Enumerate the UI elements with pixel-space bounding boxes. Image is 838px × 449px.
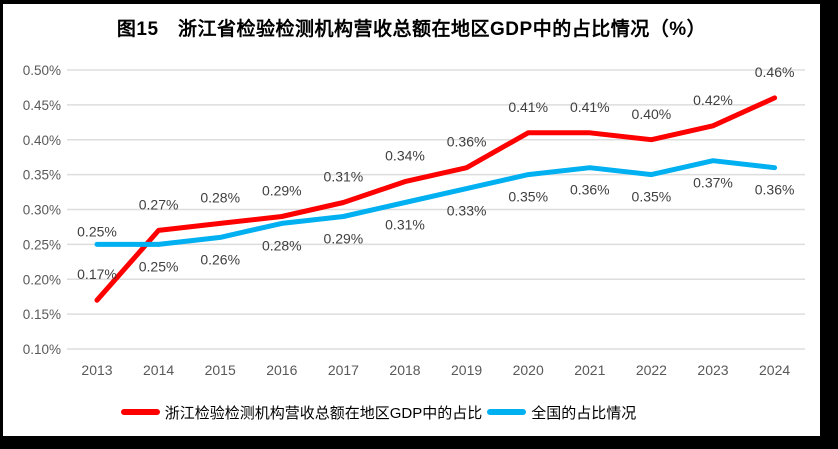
chart-frame: 0.10% 0.15% 0.20% 0.25% 0.30% 0.35% 0.40% 0.45%… — [3, 4, 820, 436]
y-tick-label: 0.40% — [23, 133, 61, 148]
legend-label-national: 全国的占比情况 — [531, 404, 637, 422]
data-label-s0: 0.41% — [508, 99, 548, 115]
series-line-0 — [94, 95, 778, 303]
data-label-s0: 0.41% — [570, 99, 610, 115]
chart-legend: 浙江检验检测机构营收总额在地区GDP中的占比 全国的占比情况 — [3, 401, 820, 423]
data-label-s0: 0.28% — [200, 189, 240, 205]
legend-label-zhejiang: 浙江检验检测机构营收总额在地区GDP中的占比 — [164, 404, 483, 422]
data-label-s1: 0.35% — [508, 189, 548, 205]
data-label-s1: 0.36% — [570, 182, 610, 198]
y-tick-label: 0.50% — [23, 63, 61, 78]
y-tick-label: 0.45% — [23, 98, 61, 113]
data-label-s0: 0.34% — [385, 148, 425, 164]
data-label-s0: 0.40% — [632, 106, 672, 122]
legend-item-zhejiang: 浙江检验检测机构营收总额在地区GDP中的占比 — [120, 402, 483, 423]
data-label-s1: 0.28% — [262, 237, 302, 253]
series-line-1 — [94, 158, 778, 247]
y-tick-label: 0.15% — [23, 307, 61, 322]
data-label-s1: 0.29% — [324, 230, 364, 246]
y-tick-label: 0.25% — [23, 237, 61, 252]
data-label-s1: 0.35% — [632, 189, 672, 205]
x-tick-label: 2016 — [266, 362, 297, 378]
x-tick-label: 2017 — [328, 362, 359, 378]
data-label-s1: 0.31% — [385, 217, 425, 233]
legend-line-swatch-blue — [487, 409, 527, 415]
y-tick-label: 0.20% — [23, 272, 61, 287]
x-tick-label: 2023 — [697, 362, 728, 378]
data-label-s1: 0.25% — [139, 258, 179, 274]
x-tick-label: 2015 — [205, 362, 236, 378]
legend-item-national: 全国的占比情况 — [487, 402, 636, 423]
y-tick-label: 0.30% — [23, 203, 61, 218]
data-label-s0: 0.42% — [693, 92, 733, 108]
data-label-s1: 0.26% — [200, 251, 240, 267]
data-label-s0: 0.46% — [755, 64, 795, 80]
x-tick-label: 2018 — [389, 362, 420, 378]
x-tick-label: 2014 — [143, 362, 174, 378]
x-tick-label: 2022 — [636, 362, 667, 378]
data-label-s0: 0.29% — [262, 182, 302, 198]
data-label-s0: 0.31% — [324, 169, 364, 185]
data-label-s1: 0.25% — [77, 223, 117, 239]
legend-line-swatch-red — [120, 409, 160, 415]
data-label-s1: 0.37% — [693, 175, 733, 191]
x-tick-label: 2019 — [451, 362, 482, 378]
x-tick-label: 2013 — [81, 362, 112, 378]
data-label-s0: 0.27% — [139, 196, 179, 212]
x-tick-label: 2021 — [574, 362, 605, 378]
y-tick-label: 0.35% — [23, 168, 61, 183]
data-label-s0: 0.17% — [77, 266, 117, 282]
x-tick-label: 2020 — [513, 362, 544, 378]
chart-title: 图15 浙江省检验检测机构营收总额在地区GDP中的占比情况（%） — [116, 19, 707, 40]
y-tick-label: 0.10% — [23, 342, 61, 357]
x-tick-label: 2024 — [759, 362, 790, 378]
data-label-s1: 0.36% — [755, 182, 795, 198]
data-label-s1: 0.33% — [447, 203, 487, 219]
data-label-s0: 0.36% — [447, 134, 487, 150]
